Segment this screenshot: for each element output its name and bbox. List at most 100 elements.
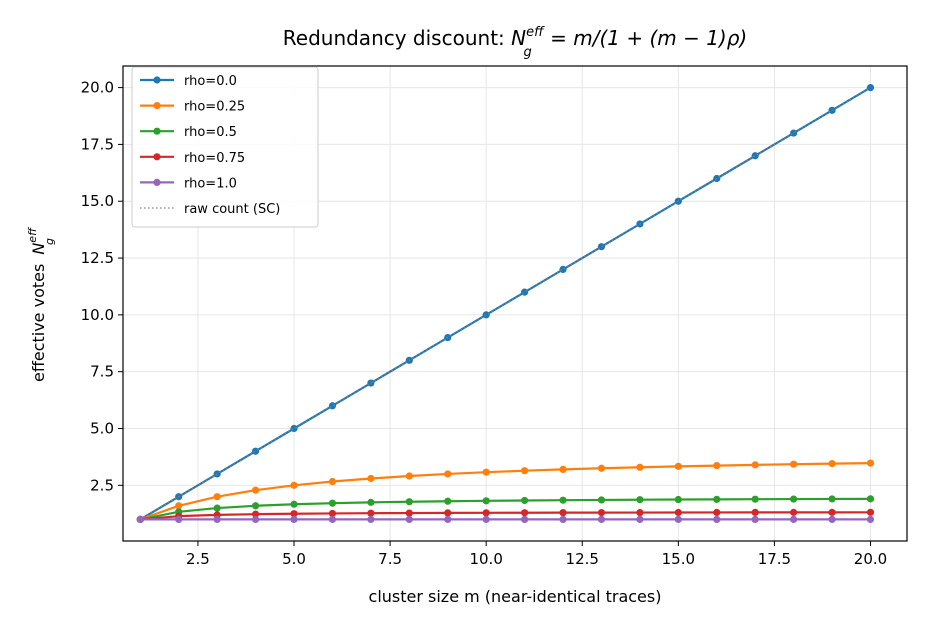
data-point: [790, 129, 798, 137]
legend-label: rho=0.0: [184, 74, 237, 89]
data-point: [559, 496, 567, 504]
series-rho-1-0: [136, 515, 875, 524]
x-tick-label: 17.5: [758, 550, 791, 568]
data-point: [828, 508, 836, 516]
data-point: [790, 460, 798, 468]
data-point: [597, 243, 606, 251]
y-axis-label-sub: g: [43, 238, 56, 245]
data-point: [713, 174, 721, 183]
data-point: [751, 152, 759, 160]
data-point: [521, 515, 529, 524]
legend-box: [131, 66, 319, 228]
y-axis-label-text: effective votes: [29, 264, 48, 382]
chart-title-formula: = m/(1 + (m − 1)ρ): [544, 26, 747, 50]
data-point: [866, 459, 875, 467]
axis-ticks: 2.5 5.0 7.5 10.0 12.5 15.0 17.5 20.0 2.5 5.0 7.5 10…: [81, 79, 888, 568]
data-point: [213, 504, 221, 512]
data-point: [866, 495, 875, 503]
data-point: [597, 496, 606, 504]
data-point: [597, 515, 606, 524]
legend-item: rho=1.0: [140, 176, 237, 191]
data-point: [828, 460, 836, 468]
data-point: [713, 461, 721, 470]
data-point: [328, 499, 337, 507]
plot-area-frame: [122, 65, 908, 542]
data-point: [367, 515, 375, 524]
data-point: [790, 508, 798, 516]
data-point: [444, 515, 452, 524]
data-point: [559, 465, 567, 474]
x-tick-label: 20.0: [854, 550, 887, 568]
data-point: [213, 515, 221, 524]
data-point: [751, 461, 759, 469]
data-point: [290, 500, 298, 508]
data-point: [290, 515, 298, 524]
data-point: [251, 515, 260, 524]
data-point: [521, 496, 529, 505]
data-point: [559, 509, 567, 517]
series-rho-0-75: [136, 508, 875, 524]
x-tick-label: 2.5: [186, 550, 210, 568]
data-point: [444, 509, 452, 517]
data-point: [636, 515, 644, 524]
legend: rho=0.0 rho=0.25 rho=0.5 rho=0.75 rho=1.0 raw…: [131, 66, 319, 228]
data-point: [597, 464, 606, 472]
series-rho-0-5: [136, 495, 875, 524]
data-point: [367, 379, 375, 387]
data-point: [828, 515, 836, 524]
data-point: [636, 463, 644, 471]
data-point: [444, 497, 452, 505]
y-tick-label: 7.5: [90, 363, 114, 381]
data-point: [367, 474, 375, 483]
legend-item: rho=0.5: [140, 125, 237, 140]
x-tick-label: 5.0: [282, 550, 306, 568]
data-point: [713, 515, 721, 524]
data-point: [405, 509, 413, 517]
legend-marker: [153, 102, 161, 110]
data-point: [674, 508, 682, 517]
data-point: [482, 497, 490, 505]
legend-marker: [153, 153, 161, 161]
data-point: [790, 495, 798, 503]
chart-title-prefix: Redundancy discount:: [283, 26, 511, 50]
x-tick-label: 15.0: [662, 550, 695, 568]
y-axis-label-symbol: N: [29, 243, 48, 255]
data-point: [405, 515, 413, 524]
data-point: [559, 515, 567, 524]
data-point: [674, 495, 682, 504]
legend-item: rho=0.25: [140, 100, 245, 115]
data-point: [405, 472, 413, 480]
legend-label: rho=0.25: [184, 100, 245, 115]
data-point: [713, 495, 721, 503]
data-point: [328, 477, 337, 486]
y-tick-label: 2.5: [90, 476, 114, 494]
y-tick-label: 17.5: [81, 135, 114, 153]
data-point: [482, 515, 490, 524]
data-point: [790, 515, 798, 524]
data-point: [828, 106, 836, 114]
data-point: [751, 508, 759, 517]
data-point: [328, 402, 337, 410]
data-point: [367, 498, 375, 506]
legend-item: raw count (SC): [140, 202, 280, 217]
data-point: [290, 510, 298, 518]
data-point: [674, 462, 682, 470]
data-point: [251, 510, 260, 518]
y-axis-label-sup: eff: [26, 227, 39, 243]
data-point: [290, 424, 298, 433]
x-tick-label: 12.5: [566, 550, 599, 568]
data-point: [521, 467, 529, 475]
data-point: [674, 515, 682, 524]
data-point: [405, 498, 413, 506]
y-tick-label: 10.0: [81, 306, 114, 324]
y-tick-label: 20.0: [81, 79, 114, 97]
legend-item: rho=0.0: [140, 74, 237, 89]
legend-label: rho=0.5: [184, 125, 237, 140]
data-point: [251, 486, 260, 494]
y-tick-label: 15.0: [81, 192, 114, 210]
data-point: [751, 515, 759, 524]
reference-line: [139, 87, 871, 520]
chart-title: Redundancy discount: Neff g = m/(1 + (m −…: [283, 25, 747, 60]
data-point: [175, 502, 183, 510]
